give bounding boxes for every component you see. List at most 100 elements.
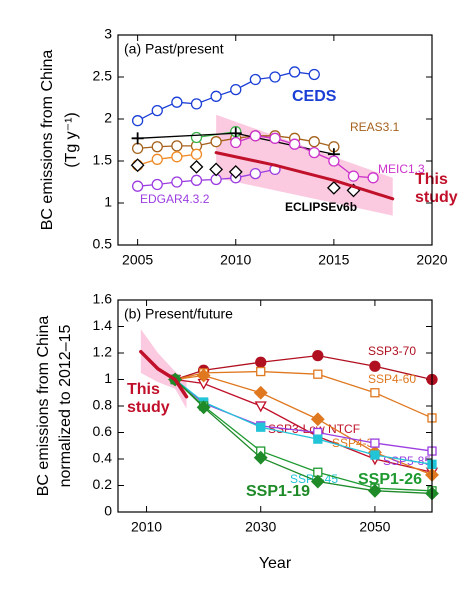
y-axis-label: BC emissions from China [35, 316, 52, 497]
y-tick-label: 1.2 [93, 344, 113, 360]
marker [171, 151, 183, 163]
marker [249, 130, 262, 142]
marker [249, 167, 262, 180]
x-tick-label: 2030 [245, 519, 276, 535]
marker [308, 68, 320, 81]
x-tick-label: 2015 [318, 252, 349, 268]
marker [370, 450, 380, 460]
y-axis-label: (Tg y⁻¹) [63, 112, 80, 168]
plot-frame [117, 34, 433, 246]
series-line [174, 378, 433, 492]
series-label: This study [127, 381, 170, 416]
marker [369, 360, 381, 372]
marker [190, 148, 203, 160]
panel: 0 0.2 0.4 0.6 0.8 1 1.2 1.4 1.6 2010 2030 2050 SSP3-… [35, 291, 439, 572]
marker [171, 140, 183, 152]
series-label: SSP1-26 [358, 471, 422, 488]
marker [313, 434, 323, 444]
marker [196, 368, 211, 383]
x-tick-label: 2020 [416, 252, 447, 268]
marker [209, 162, 224, 177]
x-axis-label: Year [259, 555, 292, 572]
marker [189, 159, 204, 174]
series-line [174, 378, 433, 473]
marker [151, 141, 163, 153]
marker [288, 138, 301, 150]
marker [326, 180, 341, 195]
series-line [139, 349, 189, 399]
marker [228, 165, 243, 179]
y-tick-label: 2 [104, 110, 112, 126]
marker [347, 170, 360, 182]
marker [230, 136, 242, 149]
y-tick-label: 0.2 [93, 476, 113, 492]
series-line [214, 151, 395, 201]
y-axis-label: normalized to 2012–15 [57, 325, 74, 488]
marker [308, 146, 320, 159]
marker [269, 71, 281, 83]
series-label: SSP3-70 [368, 344, 416, 358]
marker [171, 176, 183, 188]
marker [312, 349, 324, 362]
marker [310, 412, 325, 427]
x-tick-label: 2005 [122, 252, 153, 268]
marker [171, 96, 183, 108]
marker [255, 356, 267, 368]
panel-title: (b) Present/future [124, 306, 233, 322]
uncertainty-band [140, 329, 187, 409]
marker [269, 132, 281, 144]
series-label: SSP4-60 [368, 372, 416, 386]
series-label: This study [415, 171, 458, 206]
series-label: REAS3.1 [350, 120, 400, 134]
marker [210, 90, 222, 102]
series-label: CEDS [292, 88, 337, 105]
marker [310, 474, 325, 489]
marker [131, 180, 144, 192]
series-label: SSP1-19 [246, 483, 310, 500]
marker [230, 83, 242, 96]
series-label: ECLIPSEv6b [285, 200, 357, 214]
marker [254, 401, 267, 413]
marker [249, 73, 262, 86]
marker [328, 155, 340, 167]
marker [367, 172, 379, 184]
marker [313, 369, 323, 379]
x-tick-label: 2010 [131, 519, 162, 535]
y-tick-label: 3 [104, 26, 112, 42]
series-line [174, 378, 433, 452]
y-tick-label: 1.4 [93, 317, 113, 333]
marker [151, 153, 163, 165]
y-tick-label: 1 [104, 194, 112, 210]
marker [131, 115, 144, 127]
y-tick-label: 2.5 [93, 68, 113, 84]
y-tick-label: 1 [104, 370, 112, 386]
y-tick-label: 1.6 [93, 291, 113, 307]
panel: 0.5 1 1.5 2 2.5 3 2005 2010 2015 2020 CEDS REAS3.1 M… [39, 26, 458, 268]
marker [190, 131, 203, 144]
marker [130, 158, 145, 173]
y-tick-label: 0.4 [93, 450, 113, 466]
marker [308, 136, 320, 148]
series-line [136, 153, 198, 166]
y-tick-label: 0.8 [93, 397, 113, 413]
plot-frame [117, 299, 433, 513]
marker [131, 132, 144, 145]
x-tick-label: 2050 [359, 519, 390, 535]
marker [253, 385, 268, 400]
marker [256, 422, 266, 432]
marker [151, 104, 163, 117]
y-tick-label: 0.5 [93, 236, 113, 252]
marker [253, 450, 268, 465]
series-label: EDGAR4.3.2 [140, 192, 210, 206]
series-line [136, 71, 315, 122]
marker [151, 178, 163, 191]
series-line [174, 378, 433, 465]
x-tick-label: 2010 [220, 252, 251, 268]
series-label: MEIC1.3 [378, 162, 425, 176]
marker [210, 136, 222, 148]
marker [196, 400, 211, 415]
marker [370, 388, 380, 398]
marker [190, 174, 203, 186]
marker [131, 142, 144, 155]
